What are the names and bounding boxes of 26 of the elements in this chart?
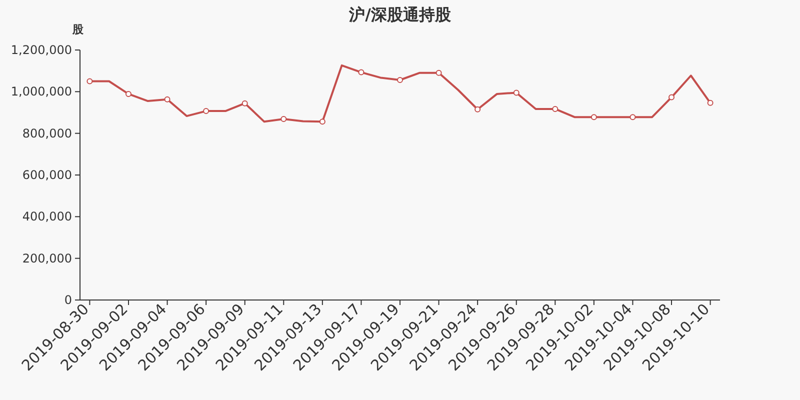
- point: [552, 106, 558, 112]
- point: [513, 90, 520, 96]
- y-tick-label: 0: [64, 293, 72, 307]
- y-tick-label: 400,000: [22, 210, 72, 224]
- point: [358, 69, 364, 76]
- y-tick-label: 800,000: [22, 126, 72, 140]
- point: [474, 106, 481, 112]
- y-tick-label: 600,000: [22, 168, 72, 182]
- y-tick-label: 200,000: [22, 251, 72, 266]
- point: [707, 100, 714, 106]
- point: [242, 100, 248, 106]
- point: [590, 114, 597, 120]
- point: [203, 108, 210, 114]
- point: [164, 96, 170, 102]
- point: [86, 78, 93, 84]
- y-tick-label: 1,000,000: [10, 84, 72, 99]
- point: [280, 116, 287, 122]
- point: [630, 114, 636, 120]
- point: [397, 77, 403, 83]
- chart-title: 沪/深股通持股: [348, 5, 452, 24]
- y-tick-label: 1,200,000: [10, 43, 72, 57]
- point: [125, 90, 132, 97]
- point: [319, 118, 326, 125]
- point: [668, 94, 675, 100]
- y-axis-title: 股: [72, 23, 84, 36]
- point: [436, 70, 442, 76]
